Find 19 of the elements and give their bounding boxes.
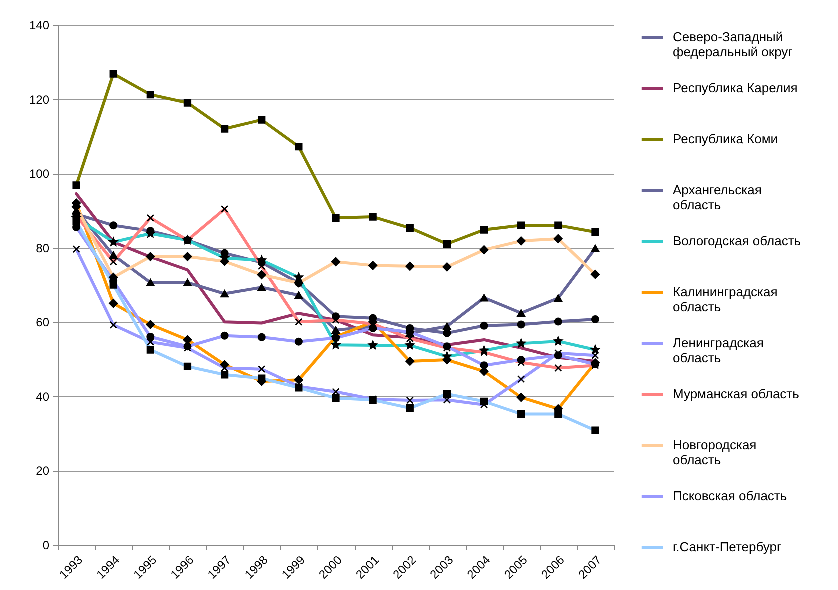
y-tick-label: 40 bbox=[36, 390, 50, 404]
legend-label: Республика Коми bbox=[673, 132, 778, 146]
legend-label: Архангельская область bbox=[673, 182, 762, 212]
legend-label: Псковская область bbox=[673, 488, 788, 504]
y-tick-label: 60 bbox=[36, 316, 50, 330]
y-tick-label: 80 bbox=[36, 241, 50, 256]
legend-label: г.Санкт-Петербург bbox=[673, 540, 782, 554]
legend-label: Новгородская область bbox=[673, 438, 757, 468]
legend-label: Мурманская область bbox=[673, 386, 800, 402]
y-tick-label: 140 bbox=[29, 18, 50, 32]
legend-label: Вологодская область bbox=[673, 234, 802, 248]
y-tick-label: 0 bbox=[42, 538, 50, 552]
y-tick-label: 100 bbox=[29, 167, 50, 182]
legend-label: Северо-Западный федеральный округ bbox=[673, 30, 794, 60]
y-tick-label: 20 bbox=[36, 464, 50, 478]
legend-label: Калининградская область bbox=[673, 284, 778, 314]
legend-label: Ленинградская область bbox=[673, 336, 764, 366]
legend-label: Республика Карелия bbox=[673, 80, 798, 96]
y-tick-label: 120 bbox=[29, 92, 50, 107]
